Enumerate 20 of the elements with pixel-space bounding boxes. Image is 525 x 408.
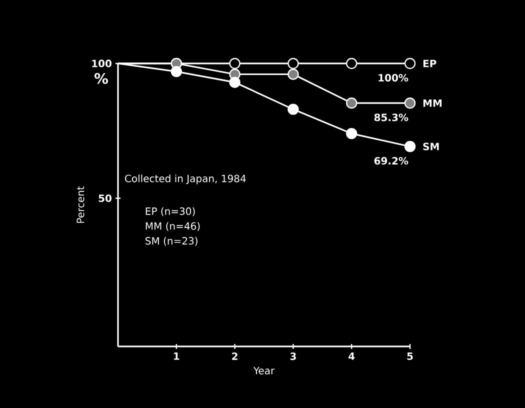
data-label: 69.2% <box>374 157 408 165</box>
series-label: MM <box>423 99 442 107</box>
annotation: EP (n=30) <box>146 207 195 216</box>
x-tick-label: 5 <box>407 352 413 360</box>
x-tick-label: 4 <box>348 352 355 360</box>
data-label: 100% <box>378 74 408 82</box>
x-tick-label: 2 <box>232 352 238 360</box>
text: % <box>94 73 108 84</box>
x-tick-label: 1 <box>174 352 180 360</box>
y-axis-title: Percent <box>76 186 84 223</box>
y-tick-label: 100 <box>92 60 112 68</box>
annotation: SM (n=23) <box>146 236 198 246</box>
series-label: SM <box>423 142 439 150</box>
annotation: Collected in Japan, 1984 <box>125 174 246 184</box>
x-axis-title: Year <box>253 366 275 374</box>
y-tick-label: 50 <box>98 194 112 202</box>
data-label: 85.3% <box>374 114 408 122</box>
series-label: EP <box>423 60 436 68</box>
x-tick-label: 3 <box>290 352 296 360</box>
annotation: MM (n=46) <box>146 222 200 231</box>
